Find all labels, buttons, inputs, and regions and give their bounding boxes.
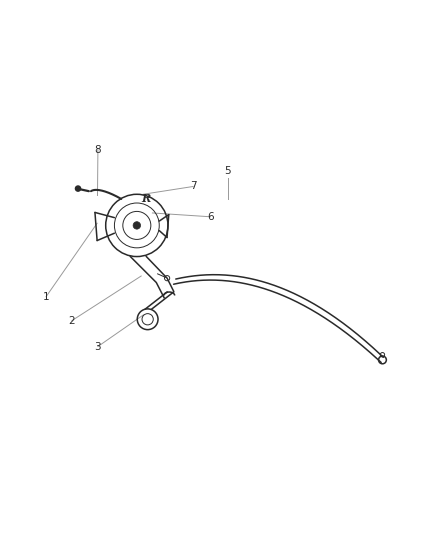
Text: R: R — [141, 193, 150, 205]
Text: 7: 7 — [190, 182, 196, 191]
Circle shape — [75, 186, 81, 191]
Text: 3: 3 — [95, 342, 101, 351]
Text: 5: 5 — [224, 166, 231, 176]
Text: 6: 6 — [207, 212, 214, 222]
Text: 2: 2 — [69, 316, 75, 326]
Text: 8: 8 — [95, 145, 101, 155]
Text: 1: 1 — [43, 292, 49, 302]
Circle shape — [133, 222, 141, 229]
